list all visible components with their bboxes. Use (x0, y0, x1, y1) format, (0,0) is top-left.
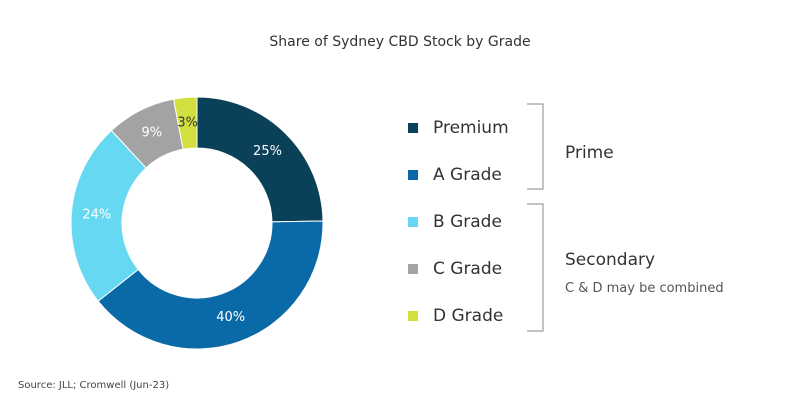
legend-item-d-grade: D Grade (408, 304, 503, 328)
legend-label-a-grade: A Grade (433, 165, 502, 185)
slice-label-a-grade: 40% (216, 310, 245, 325)
slice-b-grade (70, 129, 147, 302)
group-label-prime: Prime (565, 143, 614, 163)
slice-d-grade (173, 96, 198, 150)
chart-title: Share of Sydney CBD Stock by Grade (269, 34, 531, 50)
legend-swatch-d-grade (408, 311, 418, 321)
group-note-secondary: C & D may be combined (565, 281, 724, 296)
legend-swatch-premium (408, 123, 418, 133)
secondary-bracket (527, 203, 544, 332)
legend-item-c-grade: C Grade (408, 257, 502, 281)
source-note: Source: JLL; Cromwell (Jun-23) (18, 380, 170, 391)
legend-swatch-b-grade (408, 217, 418, 227)
slice-label-d-grade: 3% (177, 115, 198, 130)
legend-label-premium: Premium (433, 118, 509, 138)
slice-a-grade (97, 220, 324, 350)
slice-label-b-grade: 24% (82, 208, 111, 223)
legend-swatch-a-grade (408, 170, 418, 180)
prime-bracket (527, 103, 544, 190)
legend-swatch-c-grade (408, 264, 418, 274)
legend-item-premium: Premium (408, 116, 509, 140)
legend-item-a-grade: A Grade (408, 163, 502, 187)
legend-label-c-grade: C Grade (433, 259, 503, 279)
legend-label-d-grade: D Grade (433, 306, 504, 326)
slice-label-premium: 25% (253, 144, 282, 159)
group-label-secondary: Secondary (565, 250, 656, 270)
slice-label-c-grade: 9% (141, 126, 162, 141)
legend-label-b-grade: B Grade (433, 212, 502, 232)
legend-item-b-grade: B Grade (408, 210, 502, 234)
